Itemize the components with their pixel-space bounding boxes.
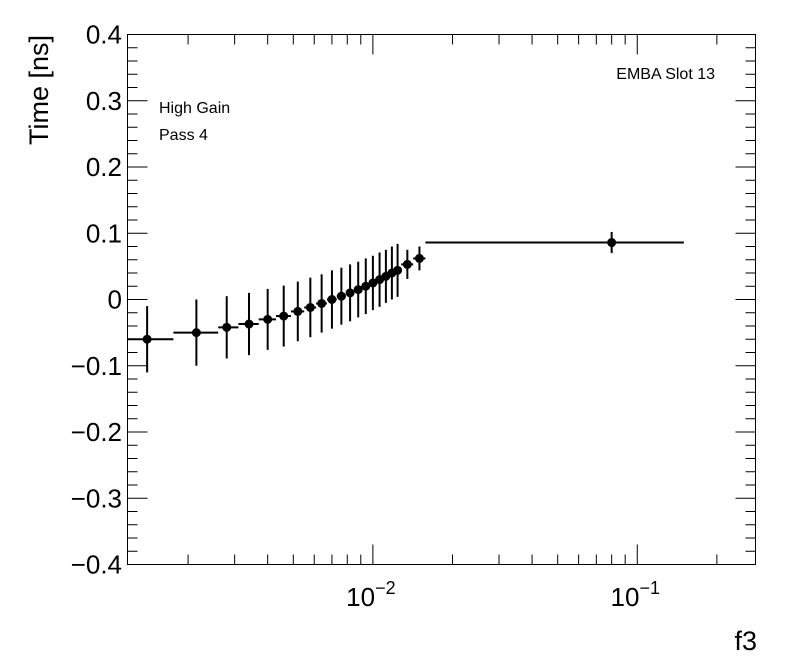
point-marker bbox=[327, 295, 337, 304]
x-axis-tick-labels: 10−2 10−1 bbox=[346, 578, 660, 612]
data-series bbox=[127, 231, 684, 373]
annotation-gain: High Gain bbox=[159, 100, 230, 117]
point-marker bbox=[414, 253, 424, 263]
y-tick-label: 0 bbox=[108, 285, 122, 315]
point-marker bbox=[393, 265, 403, 275]
x-axis-title: f3 bbox=[734, 626, 757, 656]
point-marker bbox=[244, 319, 254, 329]
point-marker bbox=[293, 306, 303, 316]
x-tick-label: 10−2 bbox=[346, 578, 395, 612]
point-marker bbox=[191, 328, 201, 338]
data-point bbox=[218, 296, 239, 359]
annotation-pass: Pass 4 bbox=[159, 127, 208, 144]
x-axis-ticks bbox=[187, 34, 718, 565]
data-point bbox=[173, 299, 219, 366]
data-point bbox=[336, 267, 346, 325]
point-marker bbox=[336, 291, 346, 301]
point-marker bbox=[607, 238, 617, 248]
data-point bbox=[326, 270, 337, 329]
y-axis-ticks bbox=[127, 34, 756, 565]
data-point bbox=[258, 288, 276, 350]
annotation-slot: EMBA Slot 13 bbox=[616, 66, 715, 83]
data-point bbox=[290, 281, 305, 342]
data-point bbox=[393, 243, 403, 297]
y-tick-label: −0.2 bbox=[71, 417, 122, 447]
y-axis-title: Time [ns] bbox=[24, 35, 54, 145]
data-point bbox=[127, 306, 174, 373]
data-point bbox=[425, 231, 684, 254]
y-tick-label: 0.3 bbox=[86, 86, 122, 116]
data-point bbox=[275, 285, 291, 347]
data-point bbox=[316, 274, 327, 333]
point-marker bbox=[368, 278, 378, 288]
data-point bbox=[361, 258, 371, 315]
y-axis-tick-labels: −0.4 −0.3 −0.2 −0.1 0 0.1 0.2 0.3 0.4 bbox=[71, 20, 122, 580]
point-marker bbox=[305, 302, 315, 312]
point-marker bbox=[222, 322, 232, 332]
y-tick-label: 0.2 bbox=[86, 152, 122, 182]
y-tick-label: 0.4 bbox=[86, 20, 122, 50]
x-tick-label: 10−1 bbox=[611, 578, 660, 612]
y-tick-label: −0.3 bbox=[71, 483, 122, 513]
data-point bbox=[345, 264, 355, 322]
data-point bbox=[238, 292, 259, 356]
y-tick-label: −0.4 bbox=[71, 550, 122, 580]
data-point bbox=[375, 252, 385, 307]
point-marker bbox=[402, 259, 412, 269]
point-marker bbox=[317, 298, 327, 308]
point-marker bbox=[263, 314, 273, 324]
data-point bbox=[368, 255, 378, 311]
y-tick-label: 0.1 bbox=[86, 218, 122, 248]
point-marker bbox=[279, 311, 289, 321]
point-marker bbox=[142, 334, 152, 344]
point-marker bbox=[345, 288, 355, 298]
y-tick-label: −0.1 bbox=[71, 351, 122, 381]
data-point bbox=[304, 277, 317, 338]
point-marker bbox=[361, 281, 371, 291]
point-marker bbox=[353, 285, 363, 295]
data-point bbox=[353, 261, 363, 318]
data-point bbox=[413, 246, 426, 271]
data-point bbox=[401, 249, 414, 279]
